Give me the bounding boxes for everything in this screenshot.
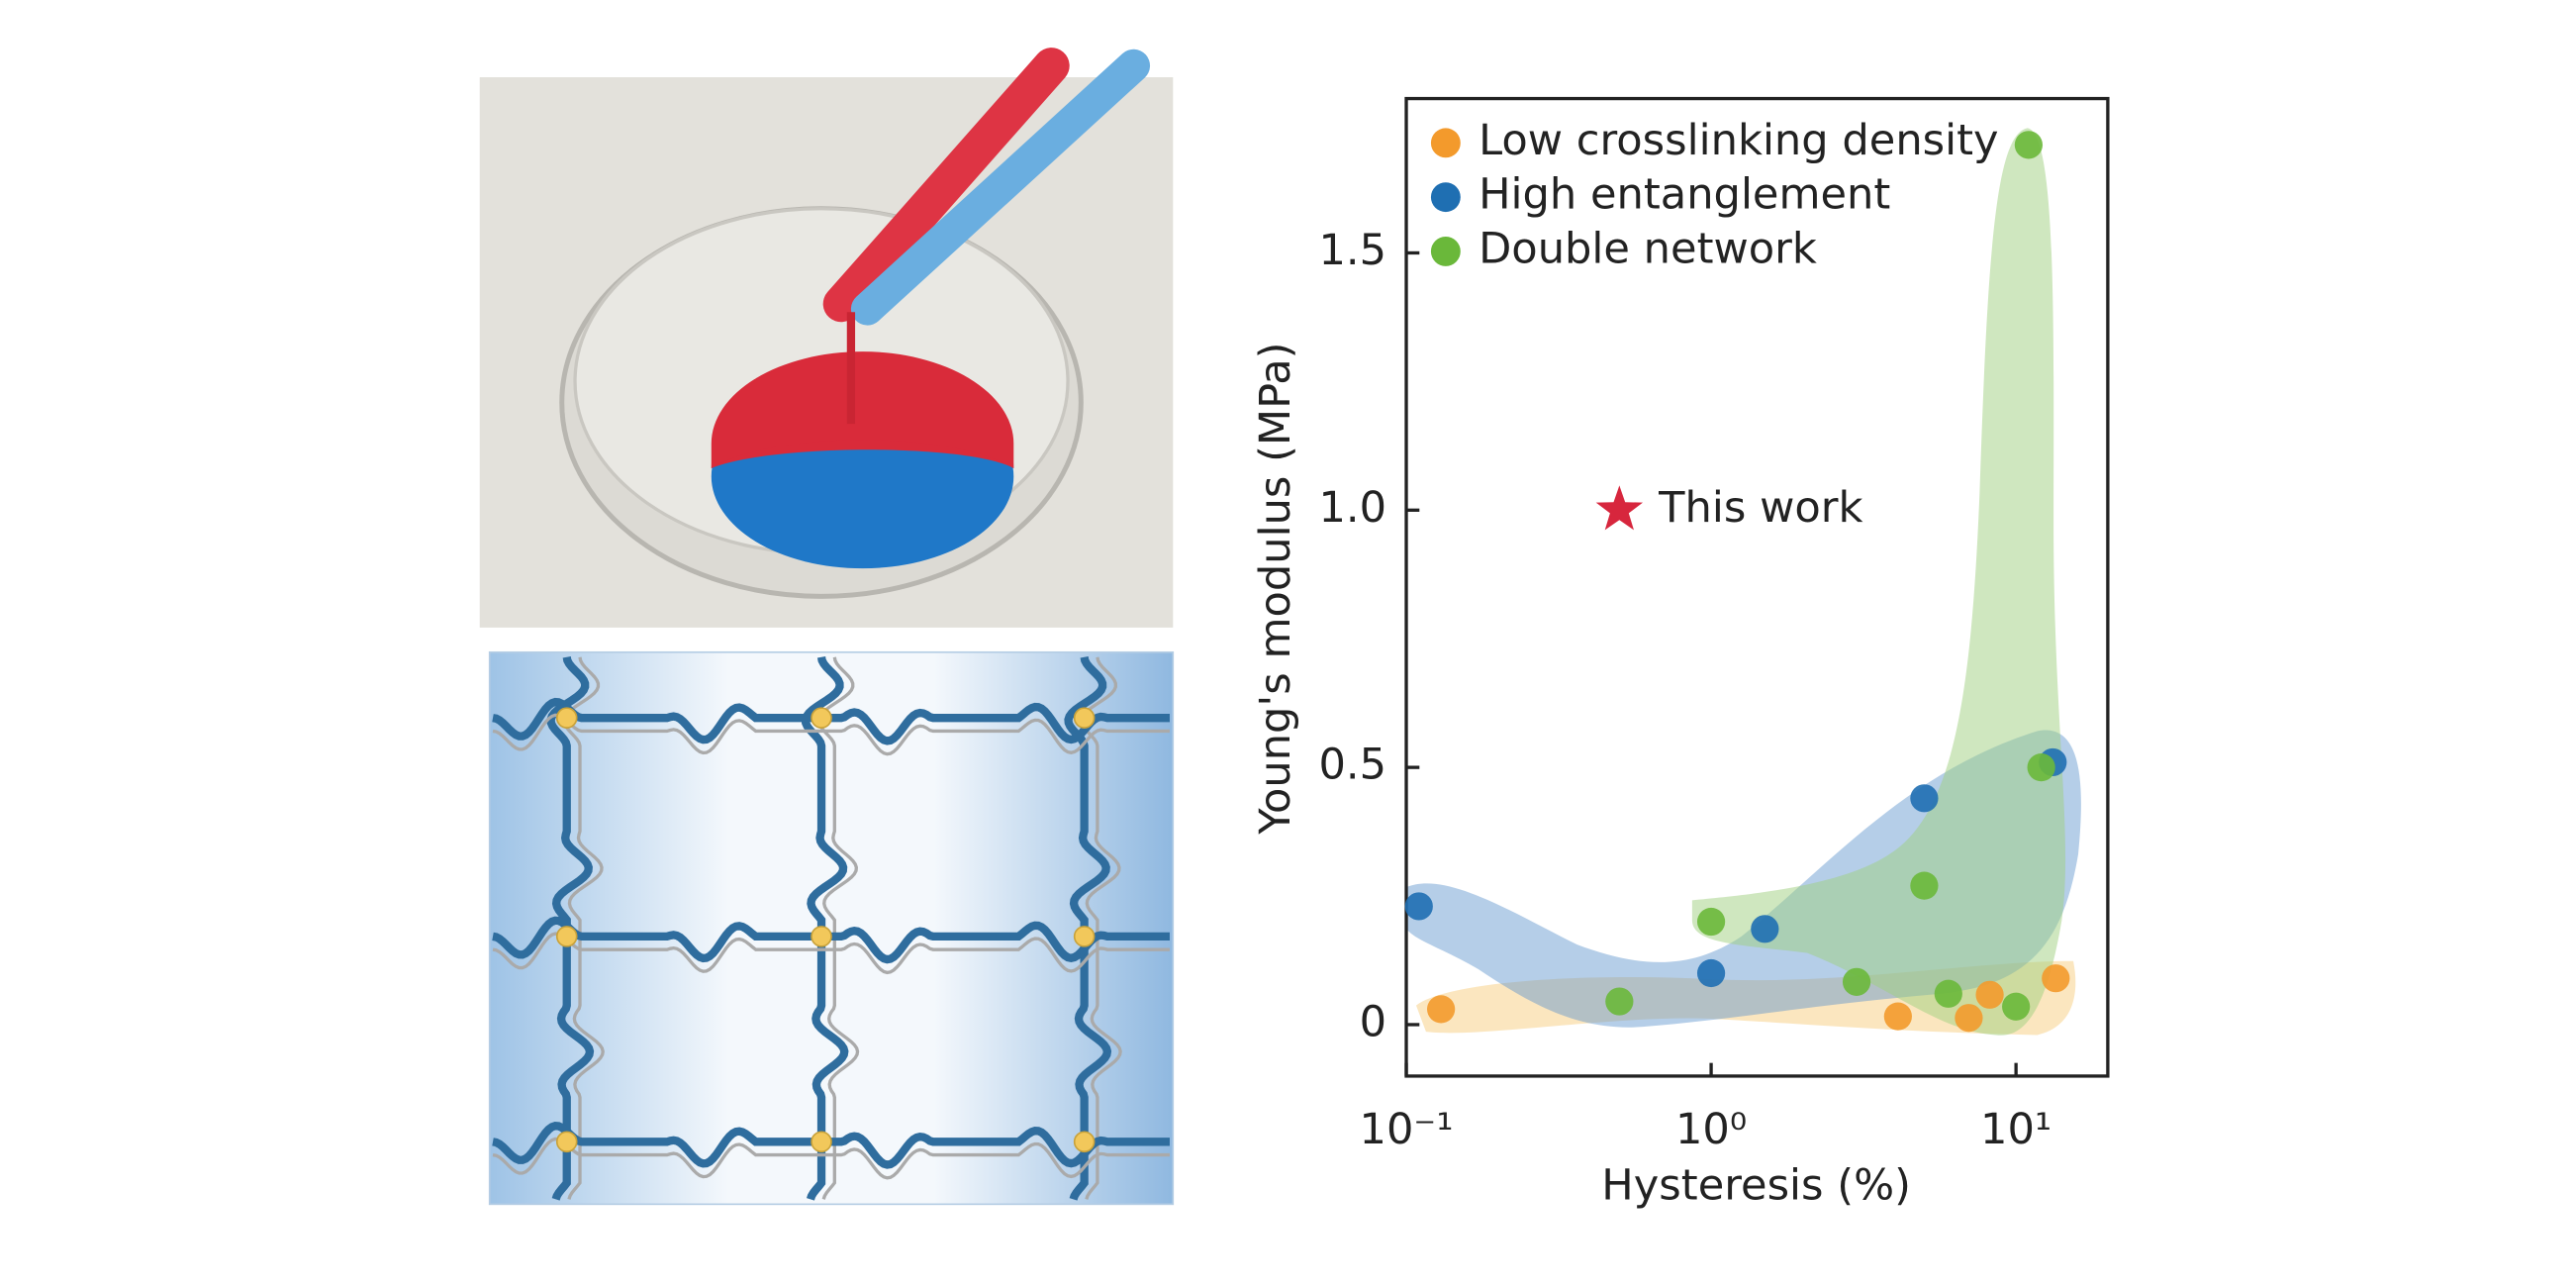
point [2002, 992, 2031, 1021]
legend-marker [1430, 182, 1461, 213]
point [1427, 995, 1456, 1024]
strand-gray [492, 932, 1170, 975]
legend-label: Double network [1479, 224, 1817, 273]
point [1842, 967, 1871, 996]
photo [479, 48, 1174, 628]
y-tick-label: 0.5 [1318, 741, 1386, 790]
y-tick-label: 0 [1360, 997, 1386, 1046]
legend-marker [1430, 236, 1461, 266]
crosslink [1073, 926, 1096, 947]
point [1910, 784, 1939, 813]
legend-marker [1430, 128, 1461, 158]
point [1696, 958, 1726, 988]
legend-label: High entanglement [1479, 170, 1890, 220]
crosslink [555, 926, 578, 947]
point [1910, 871, 1939, 900]
point [1883, 1002, 1912, 1031]
x-tick-label: 10¹ [1980, 1105, 2051, 1154]
crosslink [811, 1131, 832, 1153]
point [1404, 892, 1433, 921]
point [1605, 987, 1634, 1016]
point [1975, 980, 2004, 1009]
crosslink [555, 707, 578, 729]
strand-gray [1080, 656, 1122, 1200]
point [1955, 1004, 1983, 1033]
strand-gray [816, 656, 860, 1200]
star-marker [1595, 485, 1644, 531]
point [1696, 907, 1726, 937]
strand-gray [562, 656, 605, 1200]
y-axis-title: Young's modulus (MPa) [1251, 343, 1300, 836]
crosslink [1073, 1131, 1096, 1153]
plot-frame [1404, 96, 2110, 1078]
annotation: This work [1658, 483, 1862, 533]
x-tick-label: 10⁻¹ [1360, 1105, 1454, 1154]
crosslink [811, 926, 832, 947]
y-tick-label: 1.5 [1318, 226, 1386, 275]
crosslink [555, 1131, 578, 1153]
x-tick-label: 10⁰ [1675, 1105, 1747, 1154]
strand-gray [492, 1137, 1170, 1180]
region [1691, 128, 2066, 1036]
x-axis-title: Hysteresis (%) [1601, 1160, 1911, 1210]
y-tick-label: 1.0 [1318, 483, 1386, 533]
strand-gray [492, 713, 1170, 756]
point [1751, 915, 1779, 943]
legend-label: Low crosslinking density [1479, 116, 1999, 165]
point [2042, 964, 2070, 993]
crosslink [1073, 707, 1096, 729]
point [2014, 131, 2044, 159]
point [2027, 753, 2055, 782]
point [1934, 979, 1962, 1008]
crosslink [811, 707, 832, 729]
network-diagram [488, 650, 1175, 1206]
